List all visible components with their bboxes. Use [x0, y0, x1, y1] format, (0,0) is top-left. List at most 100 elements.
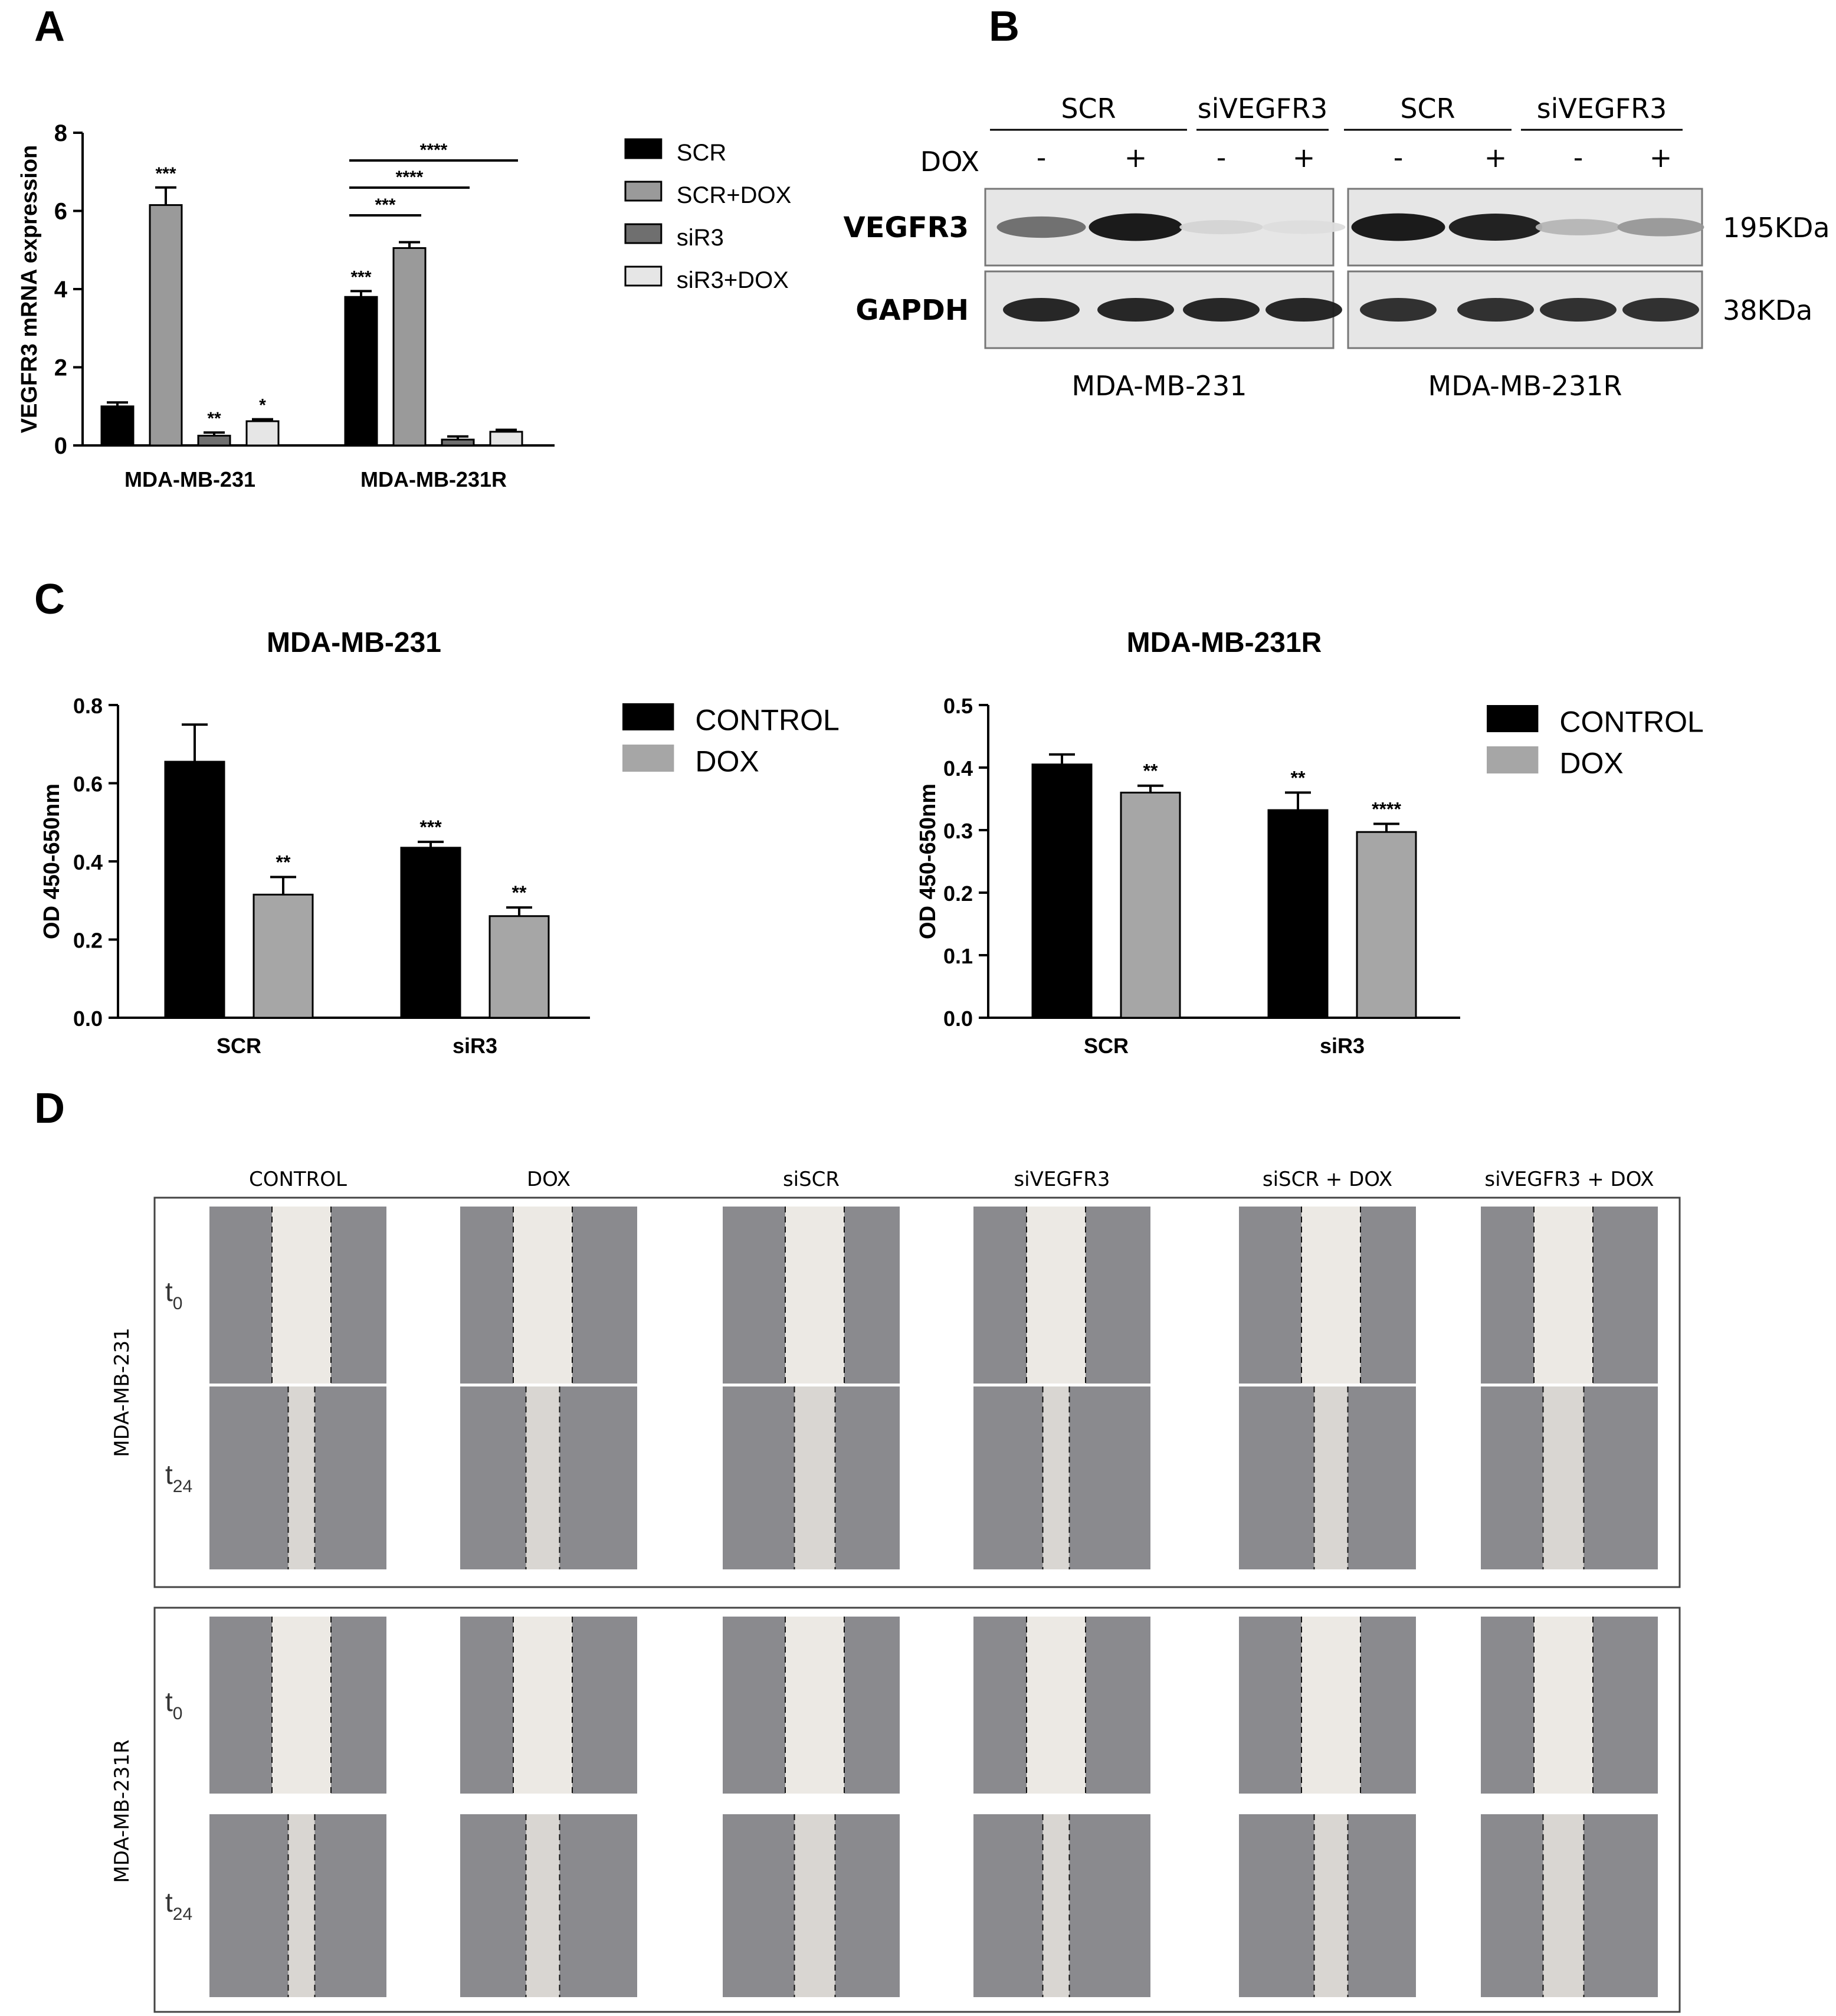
y-tick-label: 4: [54, 277, 68, 303]
scratch-cell-line-label: MDA-MB-231: [110, 1327, 134, 1457]
scratch-image: [209, 1617, 386, 1794]
dox-label: DOX: [920, 146, 979, 178]
bar: [164, 760, 225, 1019]
bar: [441, 438, 475, 447]
scratch-image: [1481, 1617, 1658, 1794]
dox-sign: +: [1293, 142, 1316, 173]
dox-sign: -: [1037, 142, 1047, 173]
blot-band: [1179, 219, 1263, 235]
blot-band: [1265, 298, 1342, 322]
scratch-image: [460, 1207, 637, 1384]
x-tick-label: siR3: [1320, 1034, 1365, 1058]
legend-swatch: [624, 223, 663, 244]
y-tick-label: 0.2: [943, 881, 973, 906]
bar: [400, 847, 461, 1019]
blot-band: [996, 216, 1086, 238]
scratch-image: [1239, 1617, 1416, 1794]
blot-band: [1540, 298, 1617, 322]
y-tick-label: 0.5: [943, 694, 973, 718]
bracket-label: ****: [420, 140, 448, 160]
scratch-image: [723, 1207, 900, 1384]
blot-size-label: 195KDa: [1723, 212, 1830, 244]
blot-row-label: GAPDH: [855, 294, 969, 327]
scratch-block-frame: [153, 1197, 1681, 1588]
scratch-column-label: CONTROL: [249, 1168, 347, 1191]
scratch-image: [1481, 1207, 1658, 1384]
significance-label: ***: [155, 164, 176, 183]
bar: [1267, 809, 1329, 1019]
bar: [245, 420, 280, 447]
y-tick-label: 0: [54, 433, 67, 459]
bar: [253, 893, 314, 1019]
scratch-image: [460, 1386, 637, 1569]
blot-band: [1351, 213, 1445, 241]
dox-sign: -: [1573, 142, 1583, 173]
blot-band: [1003, 298, 1080, 322]
chart-title: MDA-MB-231R: [1127, 627, 1322, 658]
scratch-image: [973, 1386, 1150, 1569]
scratch-column-label: siVEGFR3: [1014, 1168, 1110, 1191]
blot-band: [1448, 214, 1543, 241]
bar: [1356, 831, 1417, 1019]
bar: [1031, 763, 1093, 1019]
dox-sign: -: [1394, 142, 1404, 173]
scratch-image: [1481, 1386, 1658, 1569]
time-label: t0: [165, 1276, 182, 1313]
x-tick-label: MDA-MB-231: [124, 467, 255, 491]
dox-sign: -: [1217, 142, 1227, 173]
legend-label: CONTROL: [695, 704, 839, 737]
blot-size-label: 38KDa: [1723, 294, 1812, 326]
blot-band: [1457, 298, 1534, 322]
bar: [197, 434, 231, 447]
scratch-image: [973, 1617, 1150, 1794]
panel-letter-c: C: [34, 576, 65, 623]
significance-label: ***: [419, 817, 442, 838]
chart-c-mda-mb-231: 0.0 0.2 0.4 0.6 0.8 OD 450-650nm MDA-MB-231 ** S…: [40, 627, 840, 1058]
scratch-column-label: siVEGFR3 + DOX: [1484, 1168, 1654, 1191]
blot-row-label: VEGFR3: [844, 211, 969, 244]
significance-label: **: [1291, 767, 1306, 788]
x-tick-label: MDA-MB-231R: [360, 467, 507, 491]
scratch-column-label: DOX: [527, 1168, 571, 1191]
significance-label: **: [512, 882, 527, 903]
legend-swatch: [624, 181, 663, 202]
legend-swatch: [1487, 705, 1539, 732]
scratch-image: [209, 1386, 386, 1569]
legend-swatch: [622, 703, 674, 730]
legend-label: DOX: [695, 745, 759, 778]
x-tick-label: SCR: [1084, 1034, 1129, 1058]
western-blot: SCR siVEGFR3 SCR siVEGFR3 DOX - + - + - + - + VEGFR3 1…: [844, 93, 1830, 402]
chart-c-mda-mb-231r: 0.0 0.1 0.2 0.3 0.4 0.5 OD 450-650nm MDA-MB-231…: [916, 627, 1704, 1058]
legend-swatch: [1487, 746, 1539, 773]
bracket-label: ****: [396, 168, 424, 187]
legend-label: siR3+DOX: [677, 267, 789, 293]
scratch-image: [1481, 1814, 1658, 1997]
y-tick-label: 6: [54, 199, 67, 225]
x-tick-label: siR3: [453, 1034, 497, 1058]
legend-label: siR3: [677, 225, 724, 251]
scratch-column-label: siSCR: [783, 1168, 840, 1191]
legend-swatch: [624, 265, 663, 287]
chart-title: MDA-MB-231: [267, 627, 441, 658]
y-tick-label: 0.2: [73, 929, 103, 953]
panel-letter-b: B: [989, 3, 1019, 50]
dox-sign: +: [1124, 142, 1148, 173]
scratch-image: [973, 1207, 1150, 1384]
blot-band: [1617, 218, 1704, 237]
bracket-label: ***: [375, 195, 395, 215]
dox-sign: +: [1484, 142, 1507, 173]
significance-label: *: [259, 396, 266, 415]
scratch-image: [1239, 1386, 1416, 1569]
blot-band: [1097, 298, 1174, 322]
blot-group-label: SCR: [1400, 93, 1455, 124]
blot-band: [1535, 219, 1621, 235]
bar: [149, 204, 183, 447]
significance-label: ***: [350, 267, 371, 287]
scratch-block-frame: [153, 1607, 1681, 2013]
bar: [489, 431, 523, 447]
panel-letter-d: D: [34, 1085, 65, 1132]
legend-label: SCR+DOX: [677, 182, 792, 208]
blot-band: [1183, 298, 1260, 322]
dox-sign: +: [1650, 142, 1673, 173]
